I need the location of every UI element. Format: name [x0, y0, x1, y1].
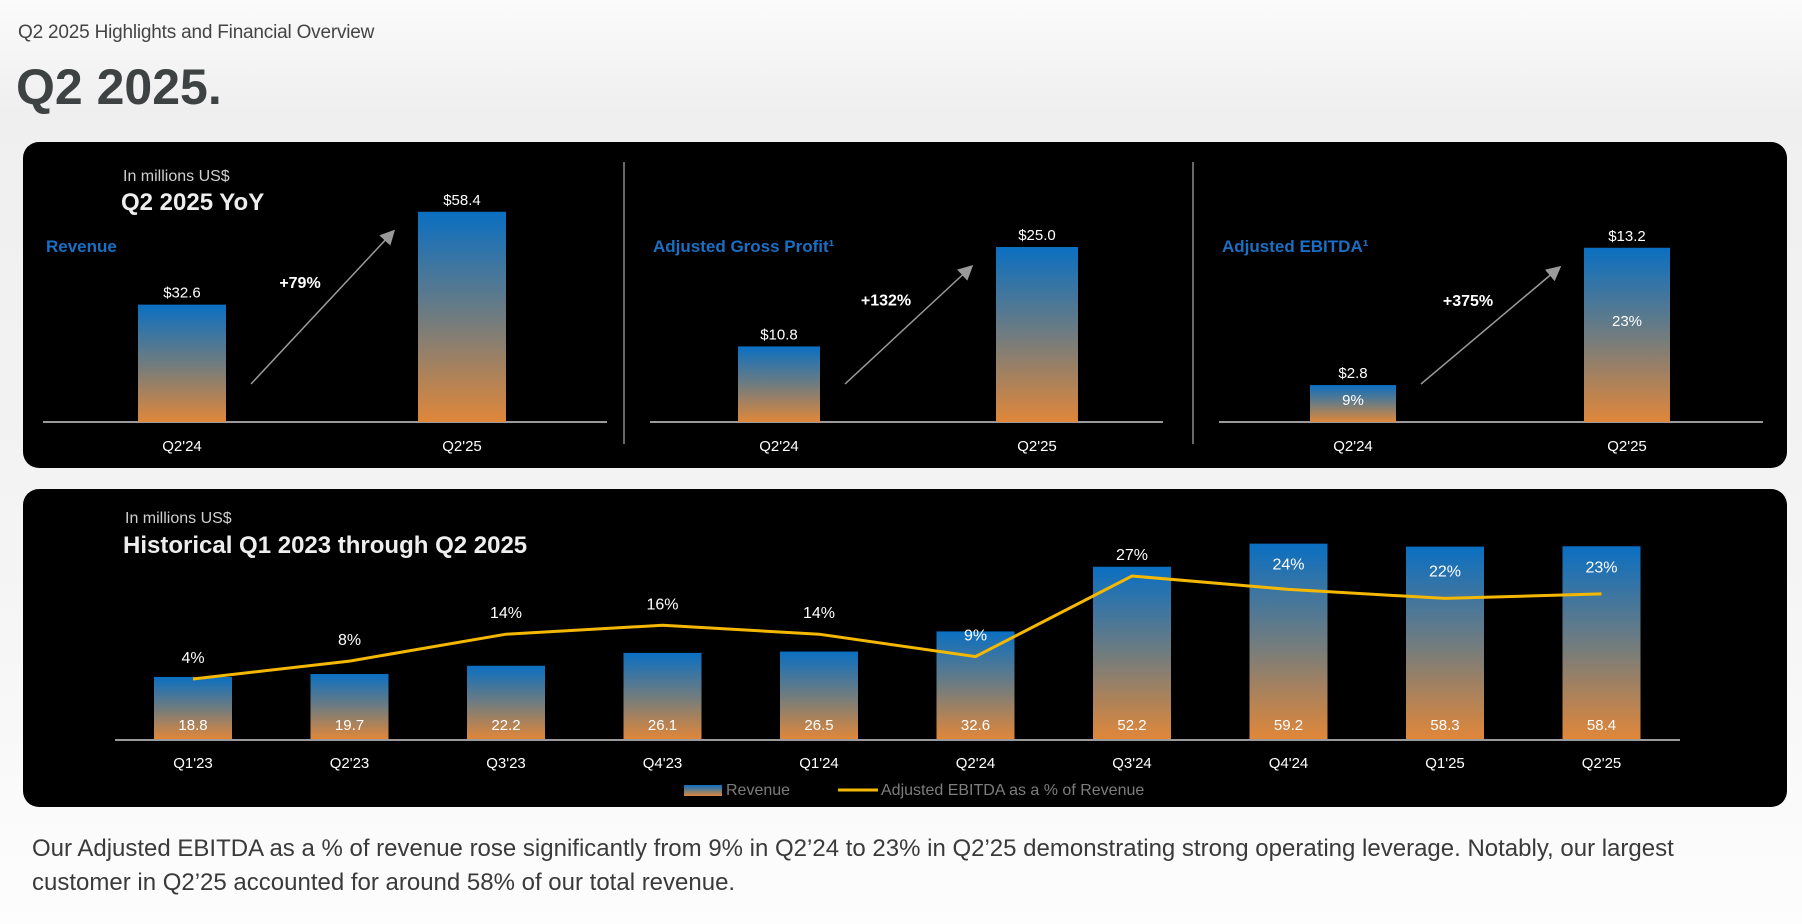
revenue-value-label: 52.2 [1117, 717, 1146, 734]
category-label: Q2'23 [330, 755, 370, 772]
yoy-charts: In millions US$ Q2 2025 YoY Revenue $32.6… [43, 162, 1763, 455]
category-label: Q1'25 [1425, 755, 1465, 772]
category-label: Q4'24 [1269, 755, 1309, 772]
bar-Q2'24 [738, 346, 820, 422]
metric-label: Revenue [46, 237, 117, 256]
revenue-value-label: 58.3 [1430, 717, 1459, 734]
growth-label: +79% [279, 275, 320, 292]
bar-inner-label: 23% [1612, 313, 1642, 330]
yoy-chart-1: Adjusted Gross Profit¹ $10.8 Q2'24 $25.0 Q2'… [650, 227, 1163, 455]
revenue-bar-Q1'24 [780, 651, 858, 739]
category-label: Q1'24 [799, 755, 839, 772]
legend: Revenue Adjusted EBITDA as a % of Revenu… [684, 782, 1144, 799]
growth-arrow-icon [250, 229, 396, 385]
category-label: Q2'24 [759, 438, 799, 455]
category-label: Q2'24 [162, 438, 202, 455]
revenue-bar-Q2'25 [1562, 546, 1641, 739]
historical-unit-note: In millions US$ [125, 510, 232, 527]
ebitda-margin-label: 16% [646, 596, 678, 613]
bar-value-label: $10.8 [760, 326, 798, 343]
category-label: Q2'24 [1333, 438, 1373, 455]
revenue-value-label: 26.5 [804, 717, 833, 734]
bar-value-label: $2.8 [1338, 365, 1367, 382]
bar-inner-label: 9% [1342, 392, 1364, 409]
revenue-value-label: 22.2 [491, 717, 520, 734]
bar-value-label: $32.6 [163, 285, 201, 302]
revenue-value-label: 32.6 [961, 717, 990, 734]
yoy-unit-note: In millions US$ [123, 168, 230, 185]
bar-value-label: $58.4 [443, 192, 481, 209]
category-label: Q2'25 [1017, 438, 1057, 455]
footer-commentary: Our Adjusted EBITDA as a % of revenue ro… [32, 835, 1674, 896]
ebitda-margin-line [192, 574, 1602, 681]
category-label: Q1'23 [173, 755, 213, 772]
bar-Q2'25 [1584, 247, 1670, 422]
bar-Q2'24 [1310, 385, 1396, 422]
revenue-value-label: 19.7 [335, 717, 364, 734]
legend-label-revenue: Revenue [726, 782, 790, 799]
revenue-value-label: 18.8 [178, 717, 207, 734]
ebitda-margin-label: 14% [490, 605, 522, 622]
revenue-bar-Q1'23 [154, 676, 232, 739]
ebitda-margin-label: 23% [1585, 559, 1617, 576]
ebitda-margin-label: 27% [1116, 547, 1148, 564]
bar-Q2'24 [138, 304, 226, 422]
category-label: Q4'23 [643, 755, 683, 772]
category-label: Q2'24 [956, 755, 996, 772]
bar-Q2'25 [996, 247, 1078, 422]
revenue-value-label: 26.1 [648, 717, 677, 734]
growth-arrow-icon [844, 264, 974, 385]
yoy-chart-2: Adjusted EBITDA¹ $2.8 Q2'24 9% $13.2 Q2'25 23%… [1219, 228, 1763, 455]
category-label: Q2'25 [442, 438, 482, 455]
category-label: Q2'25 [1607, 438, 1647, 455]
historical-chart: In millions US$ Historical Q1 2023 throu… [115, 510, 1680, 799]
yoy-section-title: Q2 2025 YoY [121, 189, 264, 216]
growth-arrow-icon [1420, 265, 1562, 385]
revenue-bar-Q3'24 [1093, 566, 1171, 739]
growth-label: +132% [861, 293, 911, 310]
historical-panel: In millions US$ Historical Q1 2023 throu… [23, 489, 1787, 807]
yoy-panel: In millions US$ Q2 2025 YoY Revenue $32.6… [23, 142, 1787, 468]
category-label: Q2'25 [1582, 755, 1622, 772]
bar-value-label: $13.2 [1608, 228, 1646, 245]
yoy-chart-0: Revenue $32.6 Q2'24 $58.4 Q2'25 +79% [43, 192, 607, 455]
ebitda-margin-label: 22% [1429, 564, 1461, 581]
growth-label: +375% [1443, 293, 1493, 310]
ebitda-margin-label: 4% [181, 650, 204, 667]
ebitda-margin-label: 9% [964, 628, 987, 645]
metric-label: Adjusted Gross Profit¹ [653, 237, 835, 256]
historical-title: Historical Q1 2023 through Q2 2025 [123, 532, 527, 559]
revenue-bar-Q4'24 [1249, 543, 1328, 739]
ebitda-margin-label: 24% [1272, 557, 1304, 574]
revenue-bar-Q1'25 [1406, 546, 1484, 739]
page-subtitle: Q2 2025 Highlights and Financial Overvie… [18, 22, 375, 43]
ebitda-margin-label: 8% [338, 632, 361, 649]
revenue-bar-Q2'24 [936, 631, 1015, 739]
revenue-bar-Q2'23 [310, 673, 389, 739]
revenue-value-label: 59.2 [1274, 717, 1303, 734]
legend-swatch-revenue [684, 785, 722, 796]
legend-label-ebitda-margin: Adjusted EBITDA as a % of Revenue [881, 782, 1144, 799]
revenue-bar-Q3'23 [467, 665, 545, 739]
revenue-value-label: 58.4 [1587, 717, 1616, 734]
bar-value-label: $25.0 [1018, 227, 1056, 244]
revenue-bar-Q4'23 [623, 652, 702, 739]
metric-label: Adjusted EBITDA¹ [1222, 237, 1369, 256]
category-label: Q3'24 [1112, 755, 1152, 772]
ebitda-margin-label: 14% [803, 605, 835, 622]
category-label: Q3'23 [486, 755, 526, 772]
bar-Q2'25 [418, 211, 506, 422]
page-title: Q2 2025. [16, 59, 222, 115]
